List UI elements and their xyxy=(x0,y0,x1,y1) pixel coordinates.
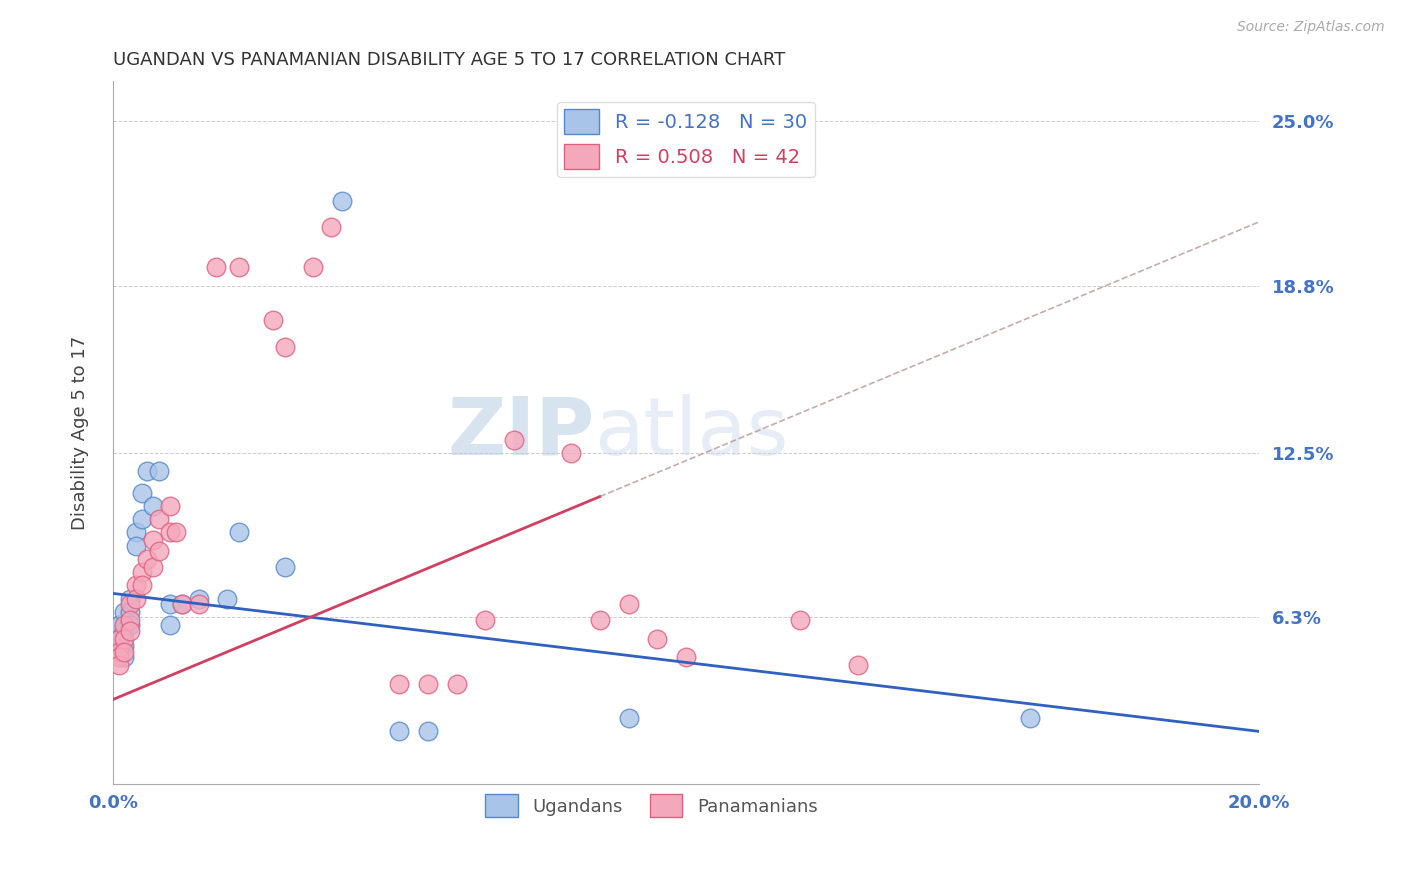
Point xyxy=(142,533,165,548)
Point xyxy=(789,613,811,627)
Point xyxy=(142,499,165,513)
Text: ZIP: ZIP xyxy=(447,394,595,472)
Point xyxy=(262,313,284,327)
Point xyxy=(503,433,526,447)
Point xyxy=(131,565,153,579)
Point xyxy=(118,618,141,632)
Point xyxy=(187,591,209,606)
Point xyxy=(228,260,250,274)
Point xyxy=(142,560,165,574)
Point xyxy=(107,618,129,632)
Point xyxy=(112,640,135,654)
Point xyxy=(112,605,135,619)
Point xyxy=(107,645,129,659)
Point xyxy=(107,645,129,659)
Point xyxy=(125,578,148,592)
Point xyxy=(474,613,496,627)
Point xyxy=(617,711,640,725)
Point xyxy=(131,485,153,500)
Point xyxy=(112,624,135,638)
Point xyxy=(131,578,153,592)
Point xyxy=(330,194,353,208)
Point xyxy=(205,260,228,274)
Point xyxy=(170,597,193,611)
Point xyxy=(118,605,141,619)
Point xyxy=(302,260,325,274)
Point xyxy=(1018,711,1040,725)
Point xyxy=(159,618,181,632)
Point xyxy=(446,676,468,690)
Point xyxy=(319,220,342,235)
Point xyxy=(388,724,411,739)
Text: UGANDAN VS PANAMANIAN DISABILITY AGE 5 TO 17 CORRELATION CHART: UGANDAN VS PANAMANIAN DISABILITY AGE 5 T… xyxy=(112,51,785,69)
Point xyxy=(170,597,193,611)
Point xyxy=(228,525,250,540)
Point xyxy=(131,512,153,526)
Point xyxy=(107,632,129,646)
Point xyxy=(125,525,148,540)
Point xyxy=(112,618,135,632)
Point xyxy=(107,632,129,646)
Point xyxy=(846,658,869,673)
Point xyxy=(148,544,170,558)
Point xyxy=(187,597,209,611)
Point xyxy=(112,645,135,659)
Point xyxy=(148,512,170,526)
Point xyxy=(645,632,668,646)
Text: Source: ZipAtlas.com: Source: ZipAtlas.com xyxy=(1237,20,1385,34)
Point xyxy=(560,446,582,460)
Point xyxy=(589,613,612,627)
Text: atlas: atlas xyxy=(595,394,789,472)
Y-axis label: Disability Age 5 to 17: Disability Age 5 to 17 xyxy=(72,335,89,530)
Point xyxy=(148,464,170,478)
Point xyxy=(107,658,129,673)
Point xyxy=(118,597,141,611)
Point xyxy=(159,499,181,513)
Point xyxy=(125,591,148,606)
Point xyxy=(388,676,411,690)
Point xyxy=(274,560,297,574)
Point xyxy=(617,597,640,611)
Point xyxy=(416,724,439,739)
Point xyxy=(112,650,135,665)
Point xyxy=(159,597,181,611)
Point xyxy=(118,613,141,627)
Point xyxy=(118,591,141,606)
Point xyxy=(217,591,239,606)
Point xyxy=(112,632,135,646)
Point xyxy=(159,525,181,540)
Point xyxy=(274,340,297,354)
Point xyxy=(107,618,129,632)
Point xyxy=(136,552,159,566)
Point xyxy=(125,539,148,553)
Point xyxy=(675,650,697,665)
Point xyxy=(136,464,159,478)
Legend: Ugandans, Panamanians: Ugandans, Panamanians xyxy=(478,787,825,824)
Point xyxy=(107,650,129,665)
Point xyxy=(416,676,439,690)
Point xyxy=(118,624,141,638)
Point xyxy=(165,525,187,540)
